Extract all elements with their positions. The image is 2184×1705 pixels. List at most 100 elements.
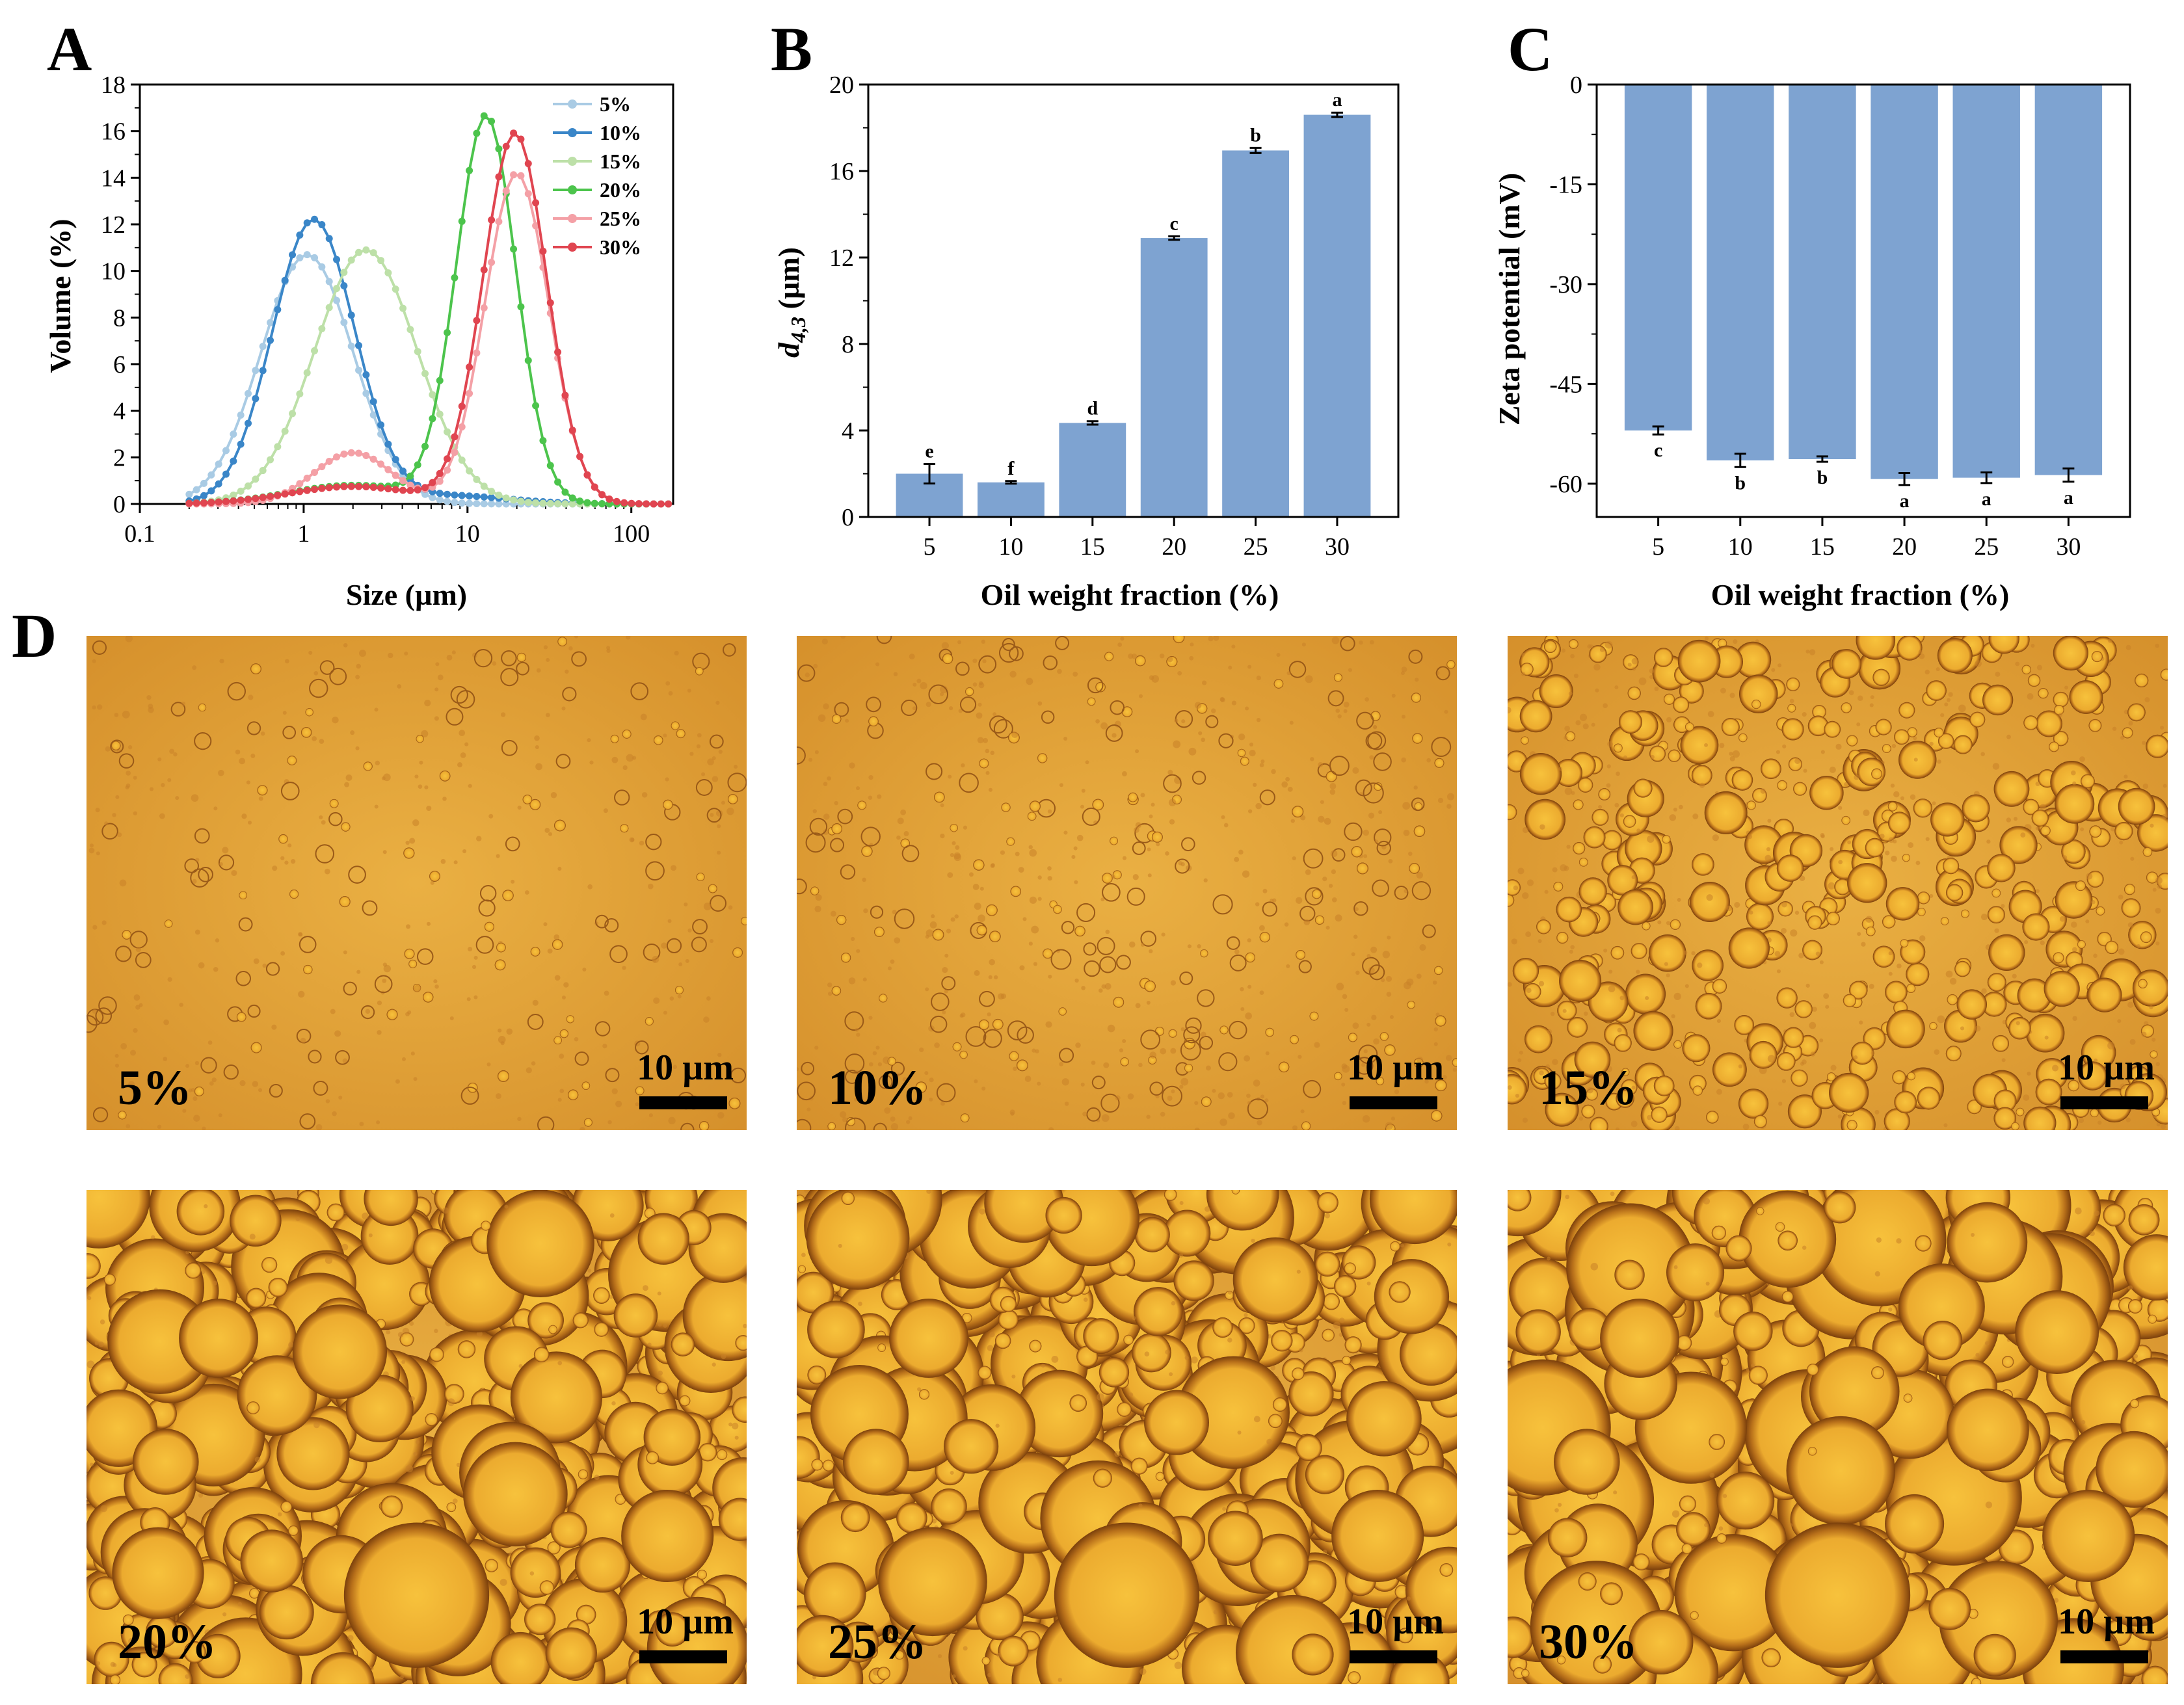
droplet bbox=[716, 1449, 728, 1460]
droplet bbox=[876, 636, 892, 644]
chart-a-point bbox=[333, 297, 341, 304]
droplet bbox=[1826, 912, 1840, 925]
droplet bbox=[496, 942, 506, 953]
droplet bbox=[1115, 1095, 1121, 1101]
chart-a-ytick-label: 4 bbox=[113, 398, 126, 425]
droplet bbox=[1135, 822, 1142, 828]
droplet bbox=[1358, 1044, 1378, 1064]
droplet bbox=[1846, 1120, 1858, 1130]
droplet bbox=[222, 1612, 227, 1617]
droplet bbox=[2012, 973, 2017, 979]
droplet bbox=[1074, 978, 1079, 983]
droplet bbox=[1432, 980, 1437, 985]
droplet bbox=[1325, 771, 1337, 782]
chart-a-point bbox=[369, 411, 377, 419]
droplet bbox=[1363, 1049, 1368, 1053]
droplet bbox=[1776, 854, 1804, 882]
droplet bbox=[1247, 665, 1252, 669]
chart-a-point bbox=[628, 499, 635, 507]
chart-a-point bbox=[444, 497, 451, 505]
droplet bbox=[630, 838, 635, 842]
droplet bbox=[365, 1009, 371, 1014]
droplet bbox=[1844, 782, 1848, 787]
droplet bbox=[952, 841, 956, 845]
droplet bbox=[579, 1126, 585, 1130]
droplet bbox=[919, 1047, 924, 1052]
droplet bbox=[663, 799, 673, 810]
droplet bbox=[238, 917, 253, 932]
chart-a-point bbox=[473, 317, 481, 324]
droplet bbox=[2160, 668, 2168, 681]
droplet bbox=[1135, 1003, 1141, 1009]
droplet bbox=[1913, 758, 1918, 762]
droplet bbox=[355, 674, 360, 680]
chart-a-point bbox=[185, 499, 193, 507]
droplet bbox=[1363, 854, 1368, 858]
droplet bbox=[1357, 862, 1368, 875]
chart-a-point bbox=[657, 500, 665, 508]
droplet bbox=[710, 813, 714, 817]
droplet bbox=[1987, 906, 2005, 924]
droplet bbox=[1168, 1029, 1177, 1038]
droplet bbox=[594, 1322, 609, 1337]
droplet bbox=[1508, 1085, 1512, 1090]
droplet bbox=[658, 1323, 662, 1327]
chart-b-sig-letter: d bbox=[1087, 398, 1098, 419]
droplet bbox=[663, 1011, 667, 1015]
droplet bbox=[501, 650, 517, 667]
droplet bbox=[1180, 862, 1185, 867]
droplet bbox=[1812, 1007, 1817, 1012]
chart-a-point bbox=[421, 442, 429, 450]
droplet bbox=[169, 748, 174, 754]
droplet bbox=[500, 712, 506, 717]
micrograph-label: 10% bbox=[828, 1061, 927, 1115]
droplet bbox=[969, 872, 974, 877]
droplet bbox=[895, 1650, 905, 1660]
droplet bbox=[235, 749, 241, 755]
droplet bbox=[258, 1088, 263, 1092]
droplet bbox=[1292, 1633, 1334, 1676]
droplet bbox=[561, 706, 566, 711]
droplet bbox=[2137, 814, 2168, 852]
droplet bbox=[1333, 673, 1342, 682]
chart-a-point bbox=[524, 160, 532, 168]
droplet bbox=[319, 815, 323, 819]
chart-a-point bbox=[488, 488, 496, 496]
droplet bbox=[1562, 1009, 1567, 1013]
droplet bbox=[827, 982, 832, 988]
droplet bbox=[2114, 822, 2133, 841]
droplet bbox=[1625, 973, 1666, 1014]
droplet bbox=[198, 867, 213, 882]
droplet bbox=[1121, 706, 1133, 717]
droplet bbox=[1908, 842, 1914, 849]
droplet bbox=[1084, 960, 1100, 977]
droplet bbox=[645, 861, 665, 881]
droplet bbox=[1245, 952, 1255, 963]
droplet bbox=[1180, 1040, 1201, 1061]
droplet bbox=[207, 1040, 213, 1045]
chart-a-point bbox=[311, 468, 319, 476]
chart-a-legend-marker bbox=[568, 243, 577, 252]
droplet bbox=[1188, 747, 1197, 756]
droplet bbox=[1400, 671, 1405, 676]
droplet bbox=[282, 711, 287, 715]
droplet bbox=[1259, 763, 1264, 767]
droplet bbox=[194, 828, 210, 844]
droplet bbox=[92, 1107, 109, 1122]
droplet bbox=[1731, 769, 1753, 791]
droplet bbox=[840, 953, 851, 963]
droplet bbox=[2155, 643, 2159, 648]
droplet bbox=[1662, 835, 1671, 844]
droplet bbox=[1128, 654, 1134, 659]
droplet bbox=[991, 863, 995, 867]
droplet bbox=[405, 1464, 414, 1473]
droplet bbox=[416, 735, 424, 743]
droplet bbox=[961, 1012, 966, 1018]
droplet bbox=[218, 1113, 222, 1118]
droplet bbox=[1087, 677, 1104, 694]
chart-a-point bbox=[200, 479, 208, 487]
droplet bbox=[300, 727, 312, 738]
chart-b-ytick-label: 16 bbox=[829, 158, 854, 185]
droplet bbox=[1320, 800, 1324, 804]
droplet bbox=[332, 1111, 337, 1117]
